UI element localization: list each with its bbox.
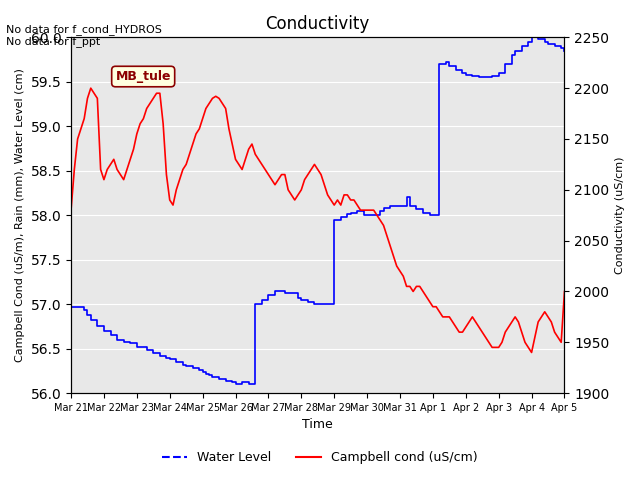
- Line: Water Level: Water Level: [71, 37, 564, 384]
- Campbell cond (uS/cm): [561, 288, 568, 294]
- Campbell cond (uS/cm): [87, 85, 95, 91]
- Water Level: [459, 70, 467, 76]
- Water Level: [81, 308, 88, 313]
- Water Level: [232, 381, 239, 387]
- Water Level: [202, 371, 210, 376]
- Y-axis label: Campbell Cond (uS/m), Rain (mm), Water Level (cm): Campbell Cond (uS/m), Rain (mm), Water L…: [15, 68, 25, 362]
- Campbell cond (uS/cm): [370, 207, 378, 213]
- Water Level: [561, 48, 568, 54]
- Water Level: [528, 35, 536, 40]
- Text: MB_tule: MB_tule: [115, 70, 171, 83]
- Water Level: [364, 212, 371, 218]
- Y-axis label: Conductivity (uS/cm): Conductivity (uS/cm): [615, 156, 625, 274]
- Water Level: [205, 372, 213, 378]
- Campbell cond (uS/cm): [528, 349, 536, 355]
- Campbell cond (uS/cm): [383, 233, 390, 239]
- Campbell cond (uS/cm): [67, 207, 75, 213]
- Campbell cond (uS/cm): [557, 339, 565, 345]
- Water Level: [67, 304, 75, 310]
- Text: No data for f_cond_HYDROS
No data for f_ppt: No data for f_cond_HYDROS No data for f_…: [6, 24, 163, 48]
- Title: Conductivity: Conductivity: [266, 15, 370, 33]
- Water Level: [317, 301, 325, 307]
- Campbell cond (uS/cm): [310, 162, 318, 168]
- Legend: Water Level, Campbell cond (uS/cm): Water Level, Campbell cond (uS/cm): [157, 446, 483, 469]
- X-axis label: Time: Time: [302, 419, 333, 432]
- Campbell cond (uS/cm): [245, 146, 253, 152]
- Campbell cond (uS/cm): [416, 284, 424, 289]
- Line: Campbell cond (uS/cm): Campbell cond (uS/cm): [71, 88, 564, 352]
